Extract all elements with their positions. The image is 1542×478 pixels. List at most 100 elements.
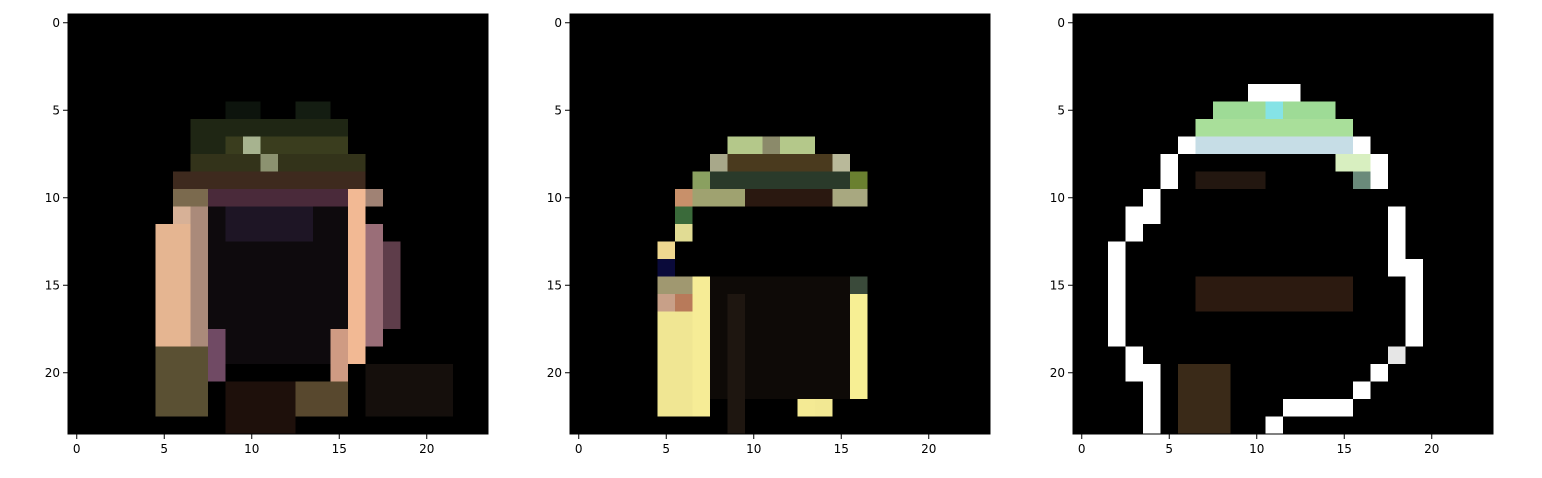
pixel-block: [225, 101, 261, 119]
y-tick-label: 5: [1057, 103, 1065, 117]
pixel-block: [1370, 364, 1388, 382]
pixel-block: [365, 224, 383, 347]
y-tick-label: 0: [52, 16, 60, 30]
y-tick-label: 0: [1057, 16, 1065, 30]
pixel-block: [1125, 346, 1143, 382]
x-tick-label: 10: [244, 442, 259, 456]
pixel-block: [1125, 206, 1143, 242]
x-tick-label: 15: [332, 442, 347, 456]
y-tick-label: 20: [1050, 366, 1065, 380]
pixel-block: [1143, 364, 1161, 434]
image-panel-1: 0 5 10 15 20 0 5 10 15 20: [45, 13, 489, 456]
axes-frame: [67, 13, 489, 435]
pixel-block: [348, 189, 366, 364]
pixel-block: [1370, 154, 1388, 172]
pixel-block: [675, 189, 693, 207]
pixel-block: [675, 224, 693, 242]
pixel-block: [657, 241, 675, 259]
pixel-block: [190, 206, 208, 364]
y-tick-label: 5: [52, 103, 60, 117]
pixel-block: [1178, 364, 1231, 434]
pixel-block: [850, 294, 868, 399]
pixel-block: [1283, 399, 1301, 417]
pixel-block: [173, 171, 366, 189]
y-tick-label: 10: [45, 191, 60, 205]
pixel-block: [1178, 136, 1371, 154]
pixel-block: [832, 154, 850, 172]
pixel-block: [1265, 101, 1283, 119]
x-tick-label: 0: [1078, 442, 1086, 456]
pixel-block: [692, 171, 868, 189]
pixel-block: [797, 399, 815, 417]
pixel-block: [1353, 136, 1371, 154]
pixel-block: [155, 224, 191, 347]
x-tick-label: 0: [575, 442, 583, 456]
pixel-block: [1300, 399, 1353, 417]
pixel-block: [1178, 136, 1196, 154]
y-tick-label: 5: [554, 103, 562, 117]
pixel-block: [1353, 381, 1371, 399]
x-tick-label: 20: [921, 442, 936, 456]
pixel-block: [850, 171, 868, 189]
x-tick-label: 10: [746, 442, 761, 456]
pixel-block: [260, 154, 278, 172]
y-tick-label: 15: [1050, 278, 1065, 292]
x-tick-label: 10: [1249, 442, 1264, 456]
y-tick-label: 10: [1050, 191, 1065, 205]
x-tick-label: 5: [662, 442, 670, 456]
pixel-block: [1335, 154, 1371, 172]
pixel-block: [727, 294, 745, 434]
pixel-block: [1353, 171, 1371, 189]
axes-frame: [1072, 13, 1494, 435]
pixel-block: [710, 154, 850, 172]
pixel-block: [1248, 84, 1301, 102]
pixel-block: [1265, 416, 1283, 434]
pixel-block: [657, 294, 675, 312]
pixel-block: [1388, 206, 1406, 277]
x-tick-label: 5: [160, 442, 168, 456]
pixel-block: [208, 329, 226, 382]
pixel-block: [383, 241, 401, 329]
pixel-block: [208, 189, 348, 207]
pixel-block: [1108, 241, 1126, 347]
y-tick-label: 10: [547, 191, 562, 205]
pixel-block: [225, 381, 296, 434]
pixel-block: [710, 154, 728, 172]
axes-frame: [569, 13, 991, 435]
pixel-block: [657, 311, 693, 417]
pixel-block: [1160, 154, 1178, 172]
pixel-block: [675, 206, 693, 224]
pixel-block: [745, 189, 833, 207]
pixel-block: [1370, 171, 1388, 189]
pixel-block: [295, 101, 331, 119]
x-tick-label: 5: [1165, 442, 1173, 456]
y-tick-label: 20: [45, 366, 60, 380]
x-tick-label: 20: [1424, 442, 1439, 456]
pixel-block: [1195, 276, 1353, 312]
image-panel-2: 0 5 10 15 20 0 5 10 15 20: [547, 13, 991, 456]
x-tick-label: 20: [419, 442, 434, 456]
pixel-block: [692, 276, 710, 417]
pixel-block: [155, 346, 208, 417]
pixel-block: [225, 206, 313, 242]
pixel-block: [832, 189, 868, 207]
pixel-block: [1160, 171, 1178, 189]
x-tick-label: 15: [834, 442, 849, 456]
image-panel-3: 0 5 10 15 20 0 5 10 15 20: [1050, 13, 1494, 456]
pixel-block: [173, 189, 208, 207]
pixel-block: [365, 364, 453, 417]
pixel-block: [243, 136, 261, 154]
pixel-block: [1388, 346, 1406, 364]
y-tick-label: 20: [547, 366, 562, 380]
pixel-block: [657, 259, 675, 277]
y-tick-label: 0: [554, 16, 562, 30]
y-tick-label: 15: [547, 278, 562, 292]
pixel-block: [295, 381, 348, 417]
y-tick-label: 15: [45, 278, 60, 292]
pixel-block: [692, 171, 710, 189]
pixel-block: [1195, 119, 1353, 137]
pixel-block: [762, 136, 780, 154]
x-tick-label: 15: [1337, 442, 1352, 456]
pixel-block: [1195, 171, 1266, 189]
